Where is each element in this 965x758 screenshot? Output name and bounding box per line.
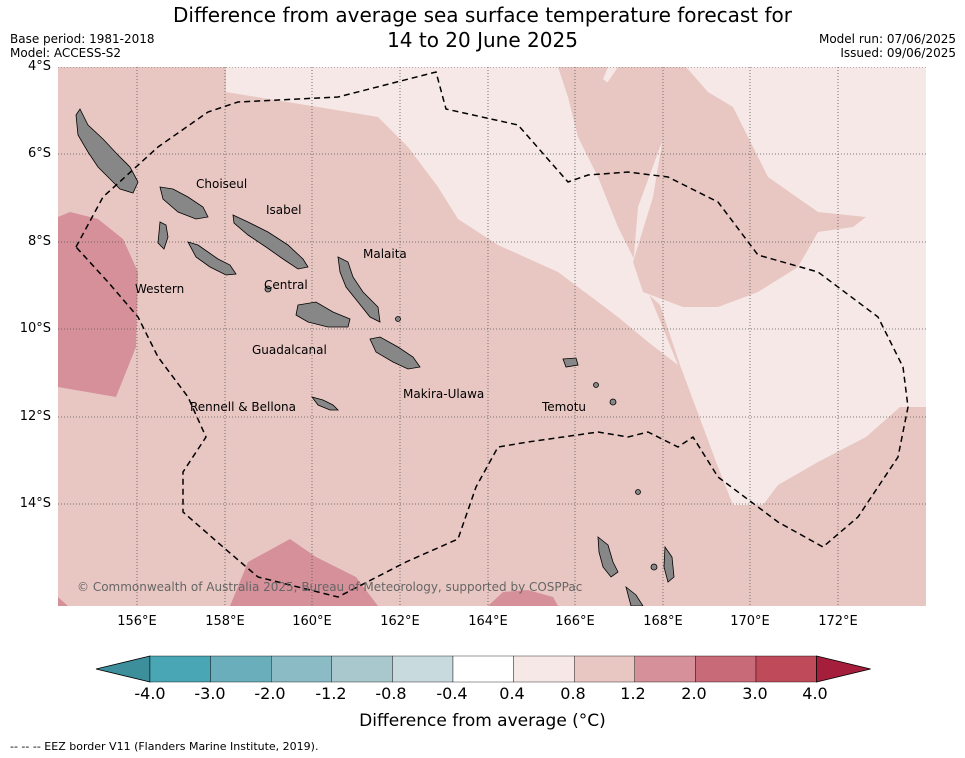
sst-anomaly-map: [58, 67, 926, 606]
colorbar-extend-low: [95, 655, 151, 683]
lon-label-160e: 160°E: [292, 614, 332, 629]
colorbar-title: Difference from average (°C): [359, 711, 606, 731]
eez-border-note: -- -- -- EEZ border V11 (Flanders Marine…: [10, 740, 319, 753]
colorbar-segment: [392, 655, 454, 683]
base-period: Base period: 1981-2018: [10, 32, 155, 46]
place-label-isabel: Isabel: [266, 203, 302, 217]
place-label-western: Western: [135, 282, 185, 296]
colorbar-segment: [331, 655, 393, 683]
colorbar-segment: [755, 655, 817, 683]
lat-label-8s: 8°S: [27, 234, 51, 249]
colorbar-segment: [452, 655, 514, 683]
anomaly-region-1.2-2.0-corner: [58, 597, 68, 606]
island-vanuatu-east: [663, 545, 675, 583]
lon-label-172e: 172°E: [818, 614, 858, 629]
colorbar-tick-label: -0.4: [436, 684, 468, 703]
map-gridlines: [58, 67, 926, 606]
title-line-2: 14 to 20 June 2025: [387, 28, 578, 52]
model-name: Model: ACCESS-S2: [10, 46, 122, 60]
colorbar-segment: [634, 655, 696, 683]
place-label-guadalcanal: Guadalcanal: [252, 343, 327, 357]
lon-label-158e: 158°E: [205, 614, 245, 629]
lat-label-12s: 12°S: [19, 409, 51, 424]
anomaly-region-0.4-0.8-b: [226, 67, 678, 365]
island-malaita: [337, 256, 381, 323]
island-small-6: [264, 285, 272, 293]
colorbar-tick-label: 4.0: [802, 684, 828, 703]
lat-label-14s: 14°S: [19, 496, 51, 511]
island-vanuatu-north: [597, 536, 619, 578]
model-run-date: Model run: 07/06/2025: [818, 32, 956, 46]
colorbar-segment: [574, 655, 636, 683]
island-small-3: [635, 489, 641, 495]
title-line-1: Difference from average sea surface temp…: [172, 3, 792, 27]
island-santa-cruz: [562, 357, 579, 368]
anomaly-region-1.2-2.0-southeast: [488, 590, 558, 606]
colorbar-tick-label: -0.8: [375, 684, 407, 703]
colorbar-segment: [695, 655, 757, 683]
colorbar-segment: [270, 655, 332, 683]
island-vella-lavella: [157, 221, 169, 250]
colorbar-tick-label: 0.8: [560, 684, 586, 703]
island-small-2: [609, 398, 617, 406]
lat-label-10s: 10°S: [19, 321, 51, 336]
island-makira: [369, 336, 421, 370]
island-small-1: [593, 382, 599, 388]
anomaly-region-0.8-1.2-patch: [603, 67, 866, 307]
copyright-text: © Commonwealth of Australia 2025, Bureau…: [77, 580, 583, 594]
colorbar-tick-label: -3.0: [194, 684, 226, 703]
chart-title: Difference from average sea surface temp…: [0, 3, 965, 53]
lon-label-164e: 164°E: [468, 614, 508, 629]
place-label-makira-ulawa: Makira-Ulawa: [403, 387, 485, 401]
colorbar-extend-high: [816, 655, 871, 683]
colorbar-tick-label: 1.2: [620, 684, 646, 703]
island-vanuatu-central: [625, 585, 644, 606]
island-rennell: [310, 396, 339, 411]
island-choiseul-west: [75, 108, 139, 194]
colorbar-tick-label: 2.0: [681, 684, 707, 703]
colorbar-tick-label: -2.0: [254, 684, 286, 703]
place-label-malaita: Malaita: [363, 247, 407, 261]
island-new-georgia: [187, 241, 237, 276]
colorbar-segment: [513, 655, 575, 683]
island-small-5: [395, 316, 401, 322]
colorbar-tick-label: -1.2: [315, 684, 347, 703]
island-isabel: [232, 214, 309, 270]
lon-label-156e: 156°E: [117, 614, 157, 629]
place-label-choiseul: Choiseul: [196, 177, 248, 191]
land-masses: [75, 108, 675, 606]
issued-date: Issued: 09/06/2025: [840, 46, 956, 60]
colorbar: [95, 655, 871, 683]
colorbar-segment: [149, 655, 211, 683]
island-small-4: [650, 563, 658, 571]
island-choiseul: [159, 186, 209, 220]
lon-label-170e: 170°E: [730, 614, 770, 629]
island-guadalcanal: [295, 301, 351, 328]
place-label-central: Central: [264, 278, 308, 292]
lat-label-6s: 6°S: [27, 146, 51, 161]
anomaly-region-1.2-2.0-west: [58, 212, 138, 397]
lon-label-168e: 168°E: [643, 614, 683, 629]
colorbar-segment: [210, 655, 272, 683]
anomaly-region-1.2-2.0-south: [230, 539, 378, 606]
place-label-temotu: Temotu: [542, 400, 587, 414]
eez-border: [75, 71, 909, 598]
lon-label-166e: 166°E: [555, 614, 595, 629]
place-label-rennell-bellona: Rennell & Bellona: [190, 400, 297, 414]
lon-label-162e: 162°E: [380, 614, 420, 629]
colorbar-tick-label: 0.4: [499, 684, 525, 703]
lat-label-4s: 4°S: [27, 59, 51, 74]
colorbar-tick-label: 3.0: [742, 684, 768, 703]
colorbar-tick-label: -4.0: [134, 684, 166, 703]
